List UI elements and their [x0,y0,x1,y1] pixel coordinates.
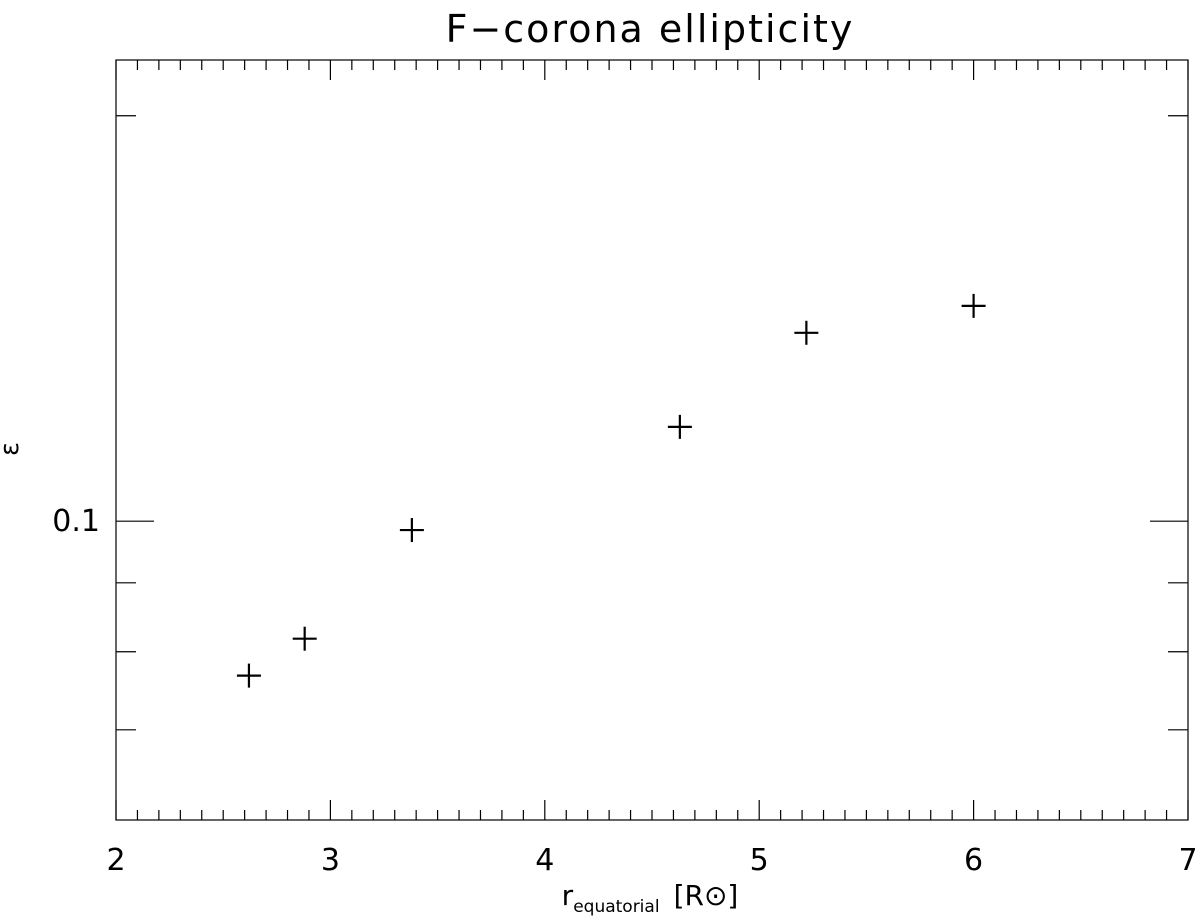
x-axis-ticks [115,60,1189,820]
x-axis-label: requatorial [R⊙] [562,879,739,917]
x-tick-label: 3 [321,843,340,878]
x-tick-label: 2 [106,843,125,878]
x-tick-label: 5 [750,843,769,878]
data-point [399,518,424,543]
data-points [236,293,986,688]
x-axis-label-unit: [R⊙] [674,879,739,912]
chart-title: F−corona ellipticity [446,7,855,51]
data-point [236,663,261,688]
y-axis-ticks [116,115,1188,731]
x-tick-label: 7 [1178,843,1197,878]
x-tick-label: 6 [964,843,983,878]
x-axis-tick-labels: 2 3 4 5 6 7 [106,843,1197,878]
data-point [961,293,986,318]
plot-frame [115,59,1189,821]
x-tick-label: 4 [535,843,554,878]
y-axis-label: ε [0,442,25,456]
x-axis-label-subscript: equatorial [573,897,659,917]
y-axis-tick-labels: 0.1 [52,504,100,539]
data-point [292,626,317,651]
data-point [794,320,819,345]
y-tick-label: 0.1 [52,504,100,539]
data-point [667,414,692,439]
x-axis-label-main: r [562,879,574,912]
